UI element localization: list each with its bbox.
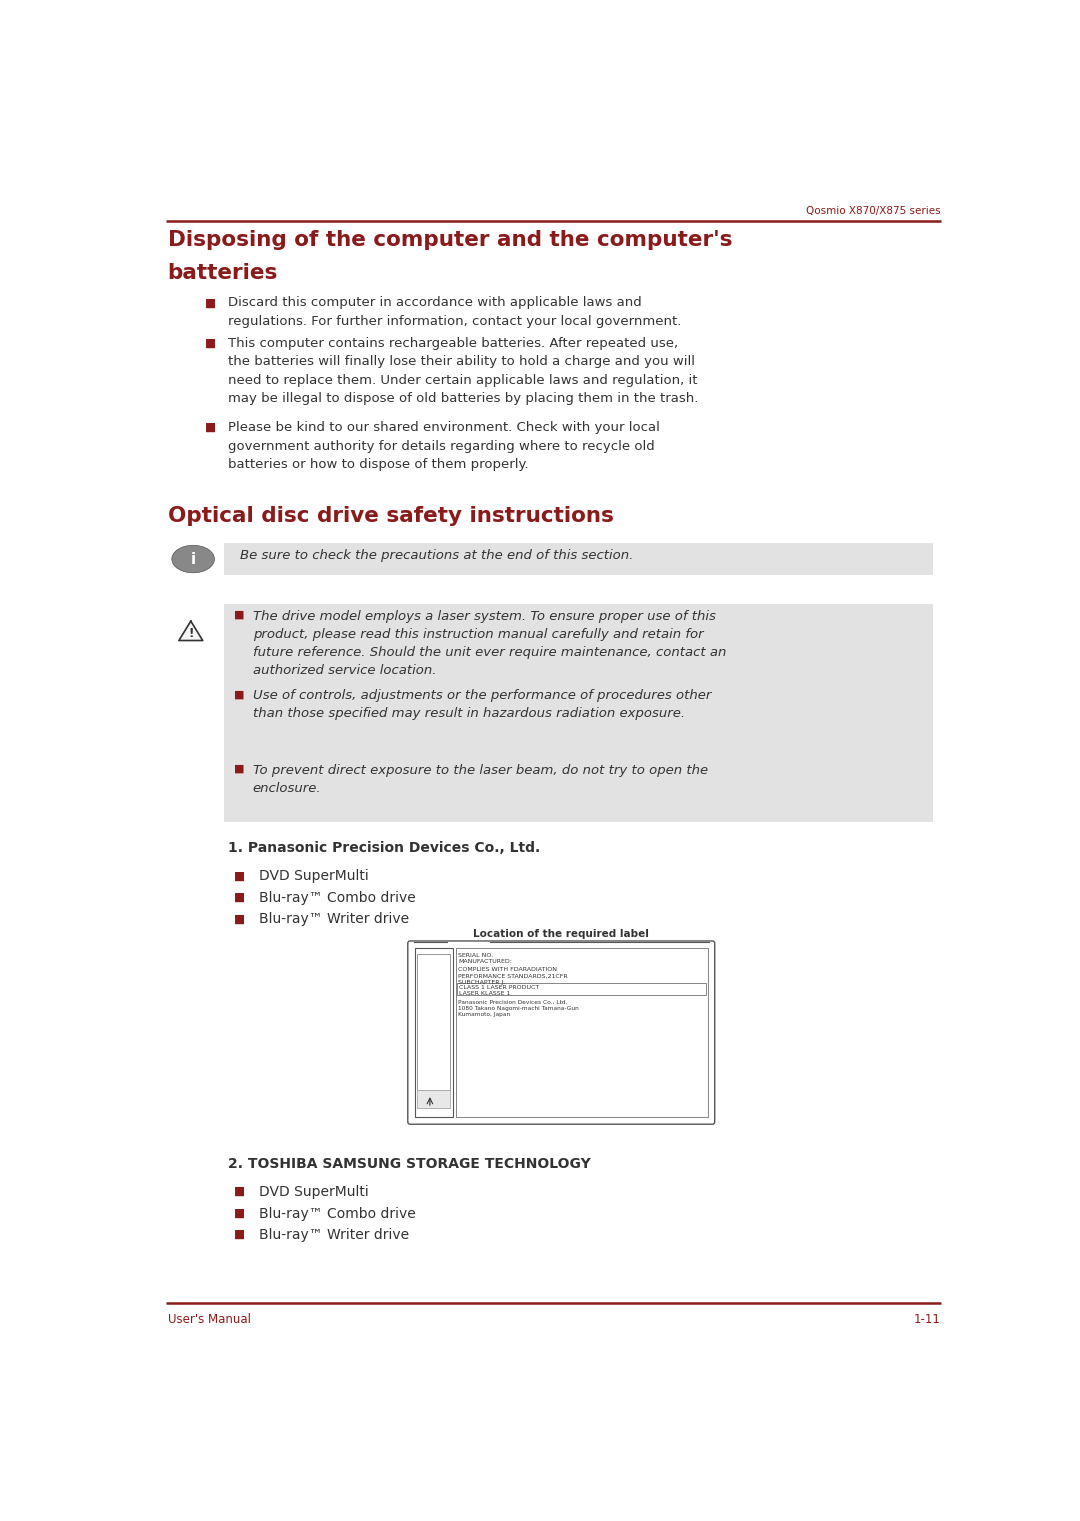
Text: ■: ■ [205,421,216,433]
Bar [458,983,706,995]
Text: Disposing of the computer and the computer's: Disposing of the computer and the comput… [167,230,732,251]
Text: SERIAL NO.
MANUFACTURED:: SERIAL NO. MANUFACTURED: [458,952,512,964]
Text: ■: ■ [234,610,245,621]
Text: Please be kind to our shared environment. Check with your local
government autho: Please be kind to our shared environment… [228,421,660,472]
Text: ■: ■ [234,1227,245,1241]
Text: ■: ■ [234,870,245,882]
Text: This computer contains rechargeable batteries. After repeated use,
the batteries: This computer contains rechargeable batt… [228,336,699,405]
Bar [456,948,707,1118]
Text: The drive model employs a laser system. To ensure proper use of this
product, pl: The drive model employs a laser system. … [253,610,726,677]
Text: 2. TOSHIBA SAMSUNG STORAGE TECHNOLOGY: 2. TOSHIBA SAMSUNG STORAGE TECHNOLOGY [228,1156,591,1171]
Text: User's Manual: User's Manual [167,1313,251,1326]
Text: 1. Panasonic Precision Devices Co., Ltd.: 1. Panasonic Precision Devices Co., Ltd. [228,841,540,855]
Text: DVD SuperMulti: DVD SuperMulti [259,1185,368,1199]
Bar [417,954,450,1091]
Text: ■: ■ [205,297,216,309]
Text: Panasonic Precision Devices Co., Ltd.
1080 Takano Nagomi-machi Tamana-Gun
Kumamo: Panasonic Precision Devices Co., Ltd. 10… [458,999,579,1018]
Text: ■: ■ [234,1206,245,1220]
Text: CLASS 1 LASER PRODUCT
LASER KLASSE 1: CLASS 1 LASER PRODUCT LASER KLASSE 1 [459,986,539,996]
Text: !: ! [188,627,193,640]
Text: Use of controls, adjustments or the performance of procedures other
than those s: Use of controls, adjustments or the perf… [253,689,711,719]
Text: ■: ■ [234,913,245,925]
Text: 1-11: 1-11 [914,1313,941,1326]
Text: ■: ■ [205,336,216,350]
Ellipse shape [172,546,215,573]
Text: batteries: batteries [167,263,278,283]
Text: i: i [190,552,195,566]
Text: Blu-ray™ Writer drive: Blu-ray™ Writer drive [259,913,409,926]
Polygon shape [179,621,203,640]
Text: Blu-ray™ Combo drive: Blu-ray™ Combo drive [259,891,416,905]
Text: Blu-ray™ Writer drive: Blu-ray™ Writer drive [259,1227,409,1243]
Text: Be sure to check the precautions at the end of this section.: Be sure to check the precautions at the … [240,549,633,563]
Text: Qosmio X870/X875 series: Qosmio X870/X875 series [807,205,941,216]
Text: ■: ■ [234,891,245,903]
Text: ■: ■ [234,764,245,774]
FancyBboxPatch shape [408,941,715,1124]
Text: ■: ■ [234,1185,245,1199]
Bar [415,948,453,1118]
Text: ■: ■ [234,689,245,700]
Text: COMPLIES WITH FDARADIATION
PERFORMANCE STANDARDS,21CFR
SUBCHAPTER J.: COMPLIES WITH FDARADIATION PERFORMANCE S… [458,967,568,984]
Bar [225,604,933,821]
Text: Location of the required label: Location of the required label [473,929,649,938]
Text: Optical disc drive safety instructions: Optical disc drive safety instructions [167,506,613,526]
Text: Discard this computer in accordance with applicable laws and
regulations. For fu: Discard this computer in accordance with… [228,297,681,329]
Bar [417,1091,450,1109]
Text: Blu-ray™ Combo drive: Blu-ray™ Combo drive [259,1206,416,1221]
Text: DVD SuperMulti: DVD SuperMulti [259,870,368,884]
Bar [225,543,933,575]
Text: To prevent direct exposure to the laser beam, do not try to open the
enclosure.: To prevent direct exposure to the laser … [253,764,707,795]
